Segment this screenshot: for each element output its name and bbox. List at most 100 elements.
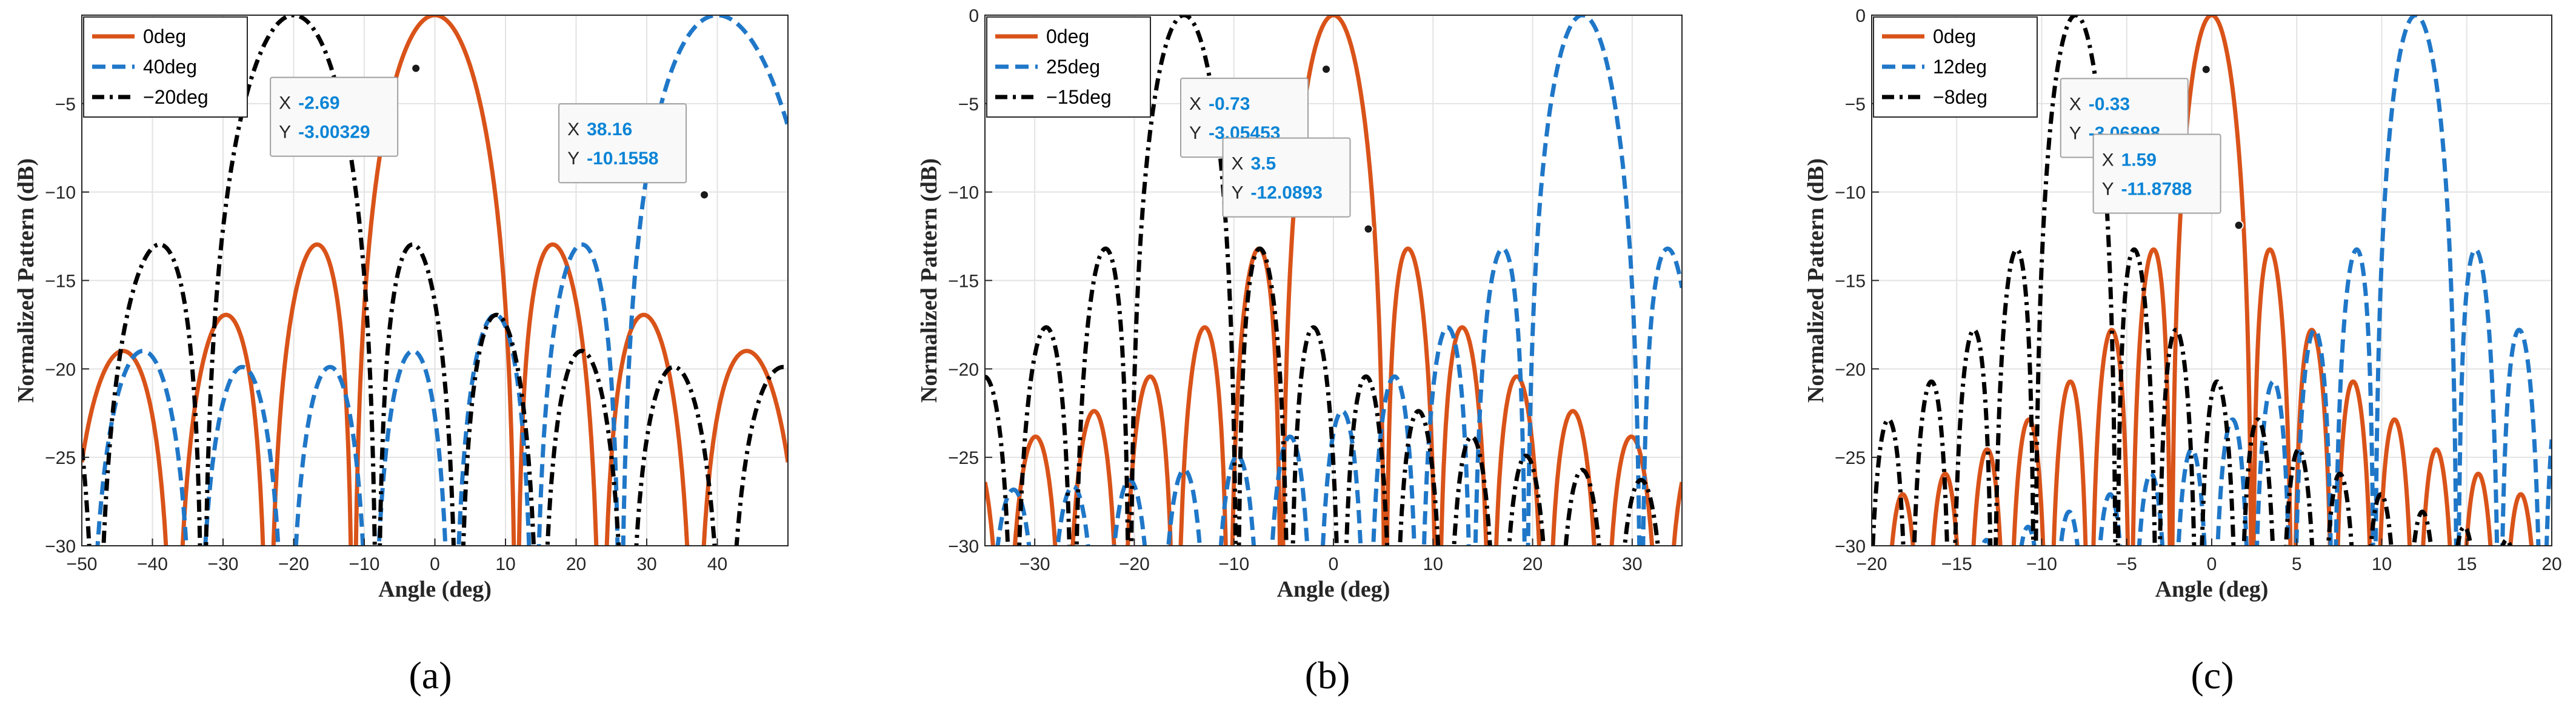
x-axis-label: Angle (deg) [378,577,492,602]
legend: 0deg 40deg −20deg [83,16,248,118]
datatip-marker [411,63,421,73]
datatip-box [270,76,399,157]
series-line-0deg [1890,15,2534,546]
datatip: X 1.59 Y -11.8788 [2092,133,2244,230]
datatip-x-value: 38.16 [587,119,632,139]
x-tick-label: −30 [1019,554,1050,574]
legend-entry: −20deg [143,86,209,108]
x-axis-label: Angle (deg) [2155,577,2269,602]
y-tick-label: −10 [1835,183,1866,203]
legend-entry: −8deg [1933,86,1987,108]
legend-entry: 0deg [1046,25,1089,47]
x-tick-label: 40 [707,554,727,574]
datatip-y-label: Y [1232,183,1244,203]
datatip-y-value: -12.0893 [1251,183,1323,203]
series-line-25deg [995,15,1682,546]
x-tick-label: −10 [2026,554,2057,574]
x-tick-label: 30 [1622,554,1642,574]
datatip-box [2092,133,2221,214]
chart-panel-1: −50 −40 −30 −20 −10 0 10 20 30 40 −30 −25 −20 −15 −10 −… [13,15,789,697]
x-tick-label: 10 [495,554,515,574]
y-tick-label: −30 [1835,537,1866,557]
datatip-x-label: X [567,119,579,139]
x-tick-label: 5 [2292,554,2302,574]
series-group [82,15,788,546]
datatip-x-label: X [279,93,291,113]
y-tick-label: −5 [55,95,76,115]
legend: 0deg 25deg −15deg [986,16,1151,118]
y-axis-label: Normalized Pattern (dB) [13,158,39,403]
legend-entry: 12deg [1933,56,1987,78]
subfigure-label: (a) [409,654,452,697]
legend-box [83,16,248,118]
datatip-marker [2234,220,2244,230]
x-tick-label: 20 [2541,554,2561,574]
datatip-x-value: -0.33 [2089,95,2130,115]
legend-entry: 25deg [1046,56,1100,78]
x-tick-label: 0 [430,554,440,574]
y-tick-label: −5 [1845,95,1866,115]
datatip-y-value: -11.8788 [2121,179,2192,199]
subfigure-label: (b) [1305,654,1350,697]
datatip-x-value: -0.73 [1209,94,1250,114]
x-tick-label: −10 [1218,554,1249,574]
y-tick-label: −30 [45,537,76,557]
datatip-y-label: Y [279,122,291,143]
y-tick-label: −25 [1835,448,1866,468]
x-tick-label: −10 [349,554,380,574]
y-tick-label: 0 [969,6,979,26]
datatip: X 38.16 Y -10.1558 [558,103,710,200]
y-tick-label: −10 [45,183,76,203]
datatip-y-label: Y [2102,179,2114,199]
datatip-x-value: 1.59 [2121,150,2157,170]
datatip-y-value: -3.00329 [298,122,370,143]
legend-entry: −15deg [1046,86,1112,108]
series-line-12deg [1980,15,2552,546]
chart-panel-3: −20 −15 −10 −5 0 5 10 15 20 −30 −25 −20 −15 −10 −5 0 Ang… [1803,6,2562,697]
datatip-x-label: X [1189,94,1201,114]
datatip-marker [699,190,710,200]
legend: 0deg 12deg −8deg [1873,16,2038,118]
x-tick-label: −20 [1119,554,1150,574]
y-tick-label: −20 [45,360,76,380]
y-tick-label: −30 [948,537,979,557]
datatip-x-label: X [2069,95,2081,115]
y-axis-label: Normalized Pattern (dB) [916,158,942,403]
y-tick-label: −15 [1835,272,1866,292]
datatip-box [1222,137,1351,218]
datatip-box [558,103,687,184]
x-tick-label: 30 [636,554,656,574]
x-tick-label: 15 [2457,554,2477,574]
legend-box [986,16,1151,118]
datatip-marker [1363,224,1373,234]
y-tick-label: 0 [1855,6,1866,26]
datatip: X -2.69 Y -3.00329 [270,63,421,157]
x-tick-label: 0 [1329,554,1339,574]
datatip-y-value: -10.1558 [587,149,658,169]
x-tick-label: −50 [67,554,98,574]
y-tick-label: −15 [45,272,76,292]
datatip-y-label: Y [1189,123,1201,143]
datatip-x-label: X [1232,154,1244,174]
y-tick-label: −20 [948,360,979,380]
y-tick-label: −25 [45,448,76,468]
subfigure-label: (c) [2191,654,2234,697]
datatip-x-label: X [2102,150,2114,170]
y-axis-label: Normalized Pattern (dB) [1803,158,1829,403]
datatip-marker [2201,64,2211,75]
x-tick-label: 20 [1523,554,1543,574]
datatip: X 3.5 Y -12.0893 [1222,137,1373,234]
legend-entry: 40deg [143,56,197,78]
series-line-0deg [985,15,1682,546]
series-group [1872,15,2552,546]
y-tick-label: −10 [948,183,979,203]
x-tick-label: −40 [137,554,168,574]
x-tick-label: −30 [208,554,239,574]
datatip-x-value: 3.5 [1251,154,1276,174]
x-tick-label: 0 [2207,554,2217,574]
datatip-marker [1321,64,1332,75]
x-axis-label: Angle (deg) [1277,577,1390,602]
y-tick-label: −5 [958,95,979,115]
chart-panel-2: −30 −20 −10 0 10 20 30 −30 −25 −20 −15 −10 −5 0 Angle … [916,6,1683,697]
